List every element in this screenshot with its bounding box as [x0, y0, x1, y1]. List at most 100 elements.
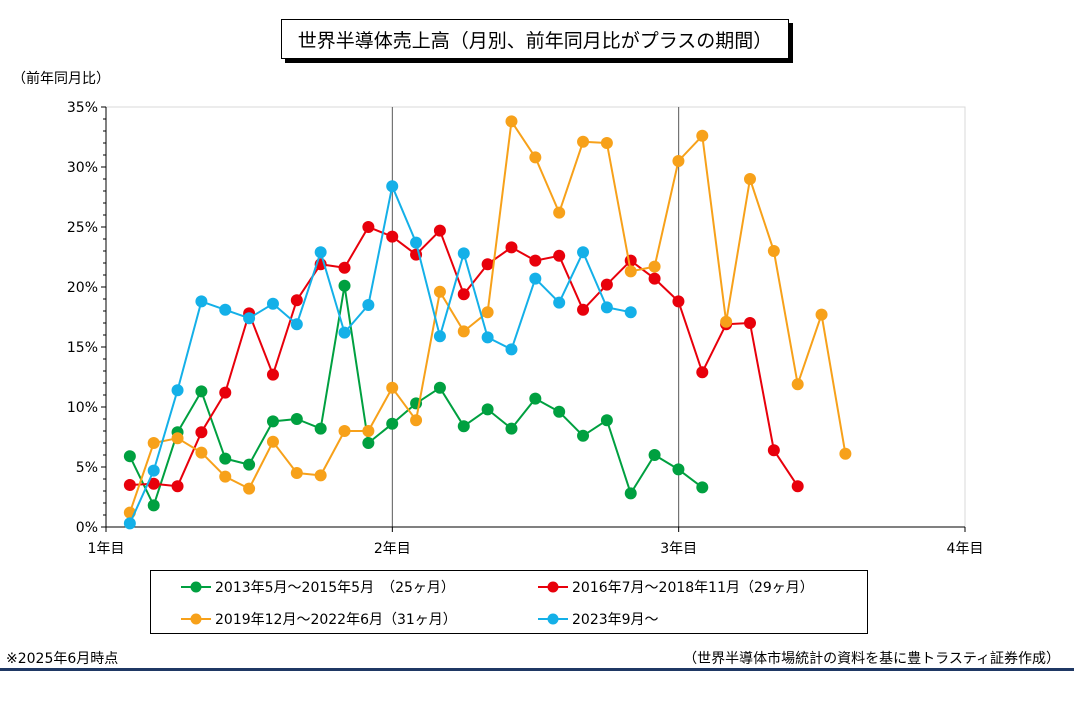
data-point-series-2 [123, 479, 136, 491]
data-point-series-2 [386, 230, 399, 243]
data-point-series-4 [553, 296, 566, 309]
data-point-series-3 [505, 115, 518, 128]
legend-label: 2016年7月～2018年11月（29ヶ月） [572, 580, 814, 596]
data-point-series-1 [314, 422, 327, 435]
data-point-series-4 [529, 272, 542, 285]
data-point-series-1 [529, 392, 542, 405]
data-point-series-1 [696, 481, 709, 494]
data-point-series-1 [577, 429, 590, 442]
data-point-series-4 [577, 246, 590, 259]
legend-item-series-4: 2023年9月～ [538, 609, 659, 629]
data-point-series-3 [290, 467, 303, 479]
data-point-series-2 [648, 272, 661, 285]
legend-label: 2023年9月～ [572, 612, 659, 628]
data-point-series-4 [624, 306, 637, 319]
data-point-series-2 [171, 480, 184, 493]
data-point-series-2 [600, 278, 613, 291]
data-point-series-3 [767, 245, 780, 257]
x-tick-label: 3年目 [660, 541, 697, 557]
data-point-series-3 [362, 425, 375, 437]
data-point-series-3 [553, 206, 566, 219]
data-point-series-3 [743, 173, 756, 185]
legend-marker-icon [181, 581, 211, 593]
y-tick-label: 5% [76, 460, 98, 476]
data-point-series-4 [243, 312, 256, 325]
y-tick-label: 35% [67, 100, 98, 116]
data-point-series-4 [171, 384, 184, 397]
plot-area [105, 106, 966, 528]
footnote: ※2025年6月時点 [6, 651, 119, 667]
x-tick-label: 1年目 [88, 541, 125, 557]
data-point-series-3 [672, 155, 685, 167]
data-point-series-2 [338, 261, 351, 274]
data-point-series-2 [266, 368, 279, 381]
data-point-series-3 [577, 135, 590, 148]
data-point-series-1 [672, 463, 685, 476]
data-point-series-2 [696, 366, 709, 379]
y-tick-label: 15% [67, 340, 98, 356]
data-point-series-1 [123, 450, 136, 463]
legend-item-series-2: 2016年7月～2018年11月（29ヶ月） [538, 577, 814, 597]
x-tick-label: 2年目 [374, 541, 411, 557]
data-point-series-1 [648, 449, 661, 461]
data-point-series-3 [171, 432, 184, 445]
data-point-series-3 [266, 435, 279, 448]
data-point-series-3 [457, 325, 470, 338]
data-point-series-4 [600, 301, 613, 314]
data-point-series-1 [362, 437, 375, 449]
data-point-series-4 [123, 517, 136, 530]
source-note: （世界半導体市場統計の資料を基に豊トラスティ証券作成） [683, 651, 1060, 667]
data-point-series-4 [505, 343, 518, 356]
data-point-series-4 [362, 299, 375, 311]
data-point-series-3 [386, 381, 399, 394]
x-tick-label: 4年目 [947, 541, 984, 557]
data-point-series-2 [624, 254, 637, 267]
series-line-1 [128, 284, 703, 507]
bottom-divider [0, 668, 1074, 671]
legend-marker-icon [181, 613, 211, 625]
data-point-series-2 [457, 288, 470, 301]
y-tick-label: 0% [76, 520, 98, 536]
y-tick-label: 30% [67, 160, 98, 176]
data-point-series-4 [481, 331, 494, 344]
legend-label: 2013年5月～2015年5月 （25ヶ月） [215, 580, 455, 596]
data-point-series-3 [720, 315, 733, 328]
data-point-series-3 [529, 151, 542, 164]
y-axis-label: （前年同月比） [12, 71, 110, 87]
data-point-series-2 [791, 480, 804, 493]
data-point-series-2 [743, 317, 756, 329]
data-point-series-3 [791, 378, 804, 391]
data-point-series-3 [314, 469, 327, 482]
data-point-series-3 [410, 414, 423, 427]
data-point-series-1 [386, 417, 399, 430]
data-point-series-1 [243, 458, 256, 471]
data-point-series-4 [195, 295, 208, 308]
data-point-series-2 [505, 241, 518, 254]
data-point-series-1 [600, 414, 613, 427]
data-point-series-4 [338, 326, 351, 339]
data-point-series-3 [195, 446, 208, 459]
data-point-series-4 [219, 303, 232, 316]
data-point-series-2 [529, 254, 542, 267]
data-point-series-2 [767, 444, 780, 457]
legend-label: 2019年12月～2022年6月（31ヶ月） [215, 612, 457, 628]
chart-title: 世界半導体売上高（月別、前年同月比がプラスの期間） [281, 19, 789, 59]
data-point-series-1 [624, 487, 637, 500]
legend-item-series-3: 2019年12月～2022年6月（31ヶ月） [181, 609, 457, 629]
data-point-series-3 [219, 470, 232, 483]
data-point-series-1 [457, 420, 470, 433]
data-point-series-1 [338, 279, 351, 292]
data-point-series-3 [839, 447, 852, 460]
data-point-series-2 [672, 295, 685, 308]
data-point-series-3 [243, 482, 256, 495]
chart-legend: 2013年5月～2015年5月 （25ヶ月） 2016年7月～2018年11月（… [150, 570, 868, 634]
data-point-series-3 [624, 265, 637, 278]
data-point-series-1 [290, 413, 303, 425]
data-point-series-1 [219, 452, 232, 465]
data-point-series-1 [481, 403, 494, 416]
data-point-series-1 [553, 405, 566, 418]
data-point-series-3 [696, 129, 709, 142]
data-point-series-1 [266, 415, 279, 428]
data-point-series-2 [553, 249, 566, 262]
